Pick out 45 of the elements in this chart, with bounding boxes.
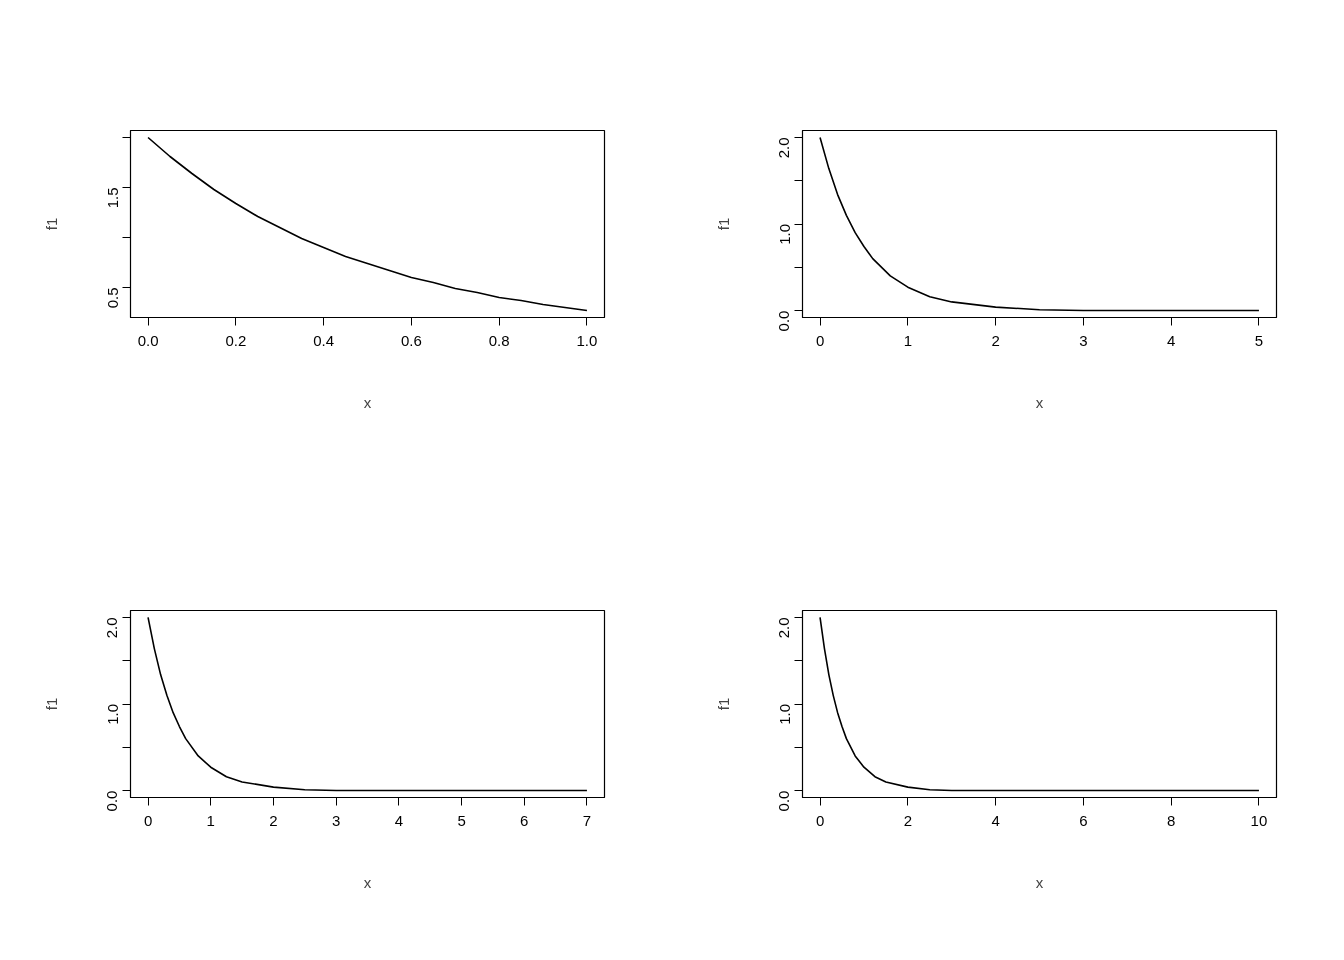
x-tick-label: 1.0	[576, 331, 598, 349]
x-tick-label: 0	[815, 331, 825, 349]
x-tick-label: 1	[206, 811, 215, 829]
x-tick-label: 4	[991, 811, 1000, 829]
x-axis-title: x	[1035, 393, 1044, 411]
x-tick-label: 7	[582, 811, 592, 829]
y-tick-label: 2.0	[775, 137, 793, 159]
x-tick-label: 6	[520, 811, 529, 829]
y-tick-label: 1.0	[775, 703, 793, 725]
x-axis-title: x	[363, 393, 372, 411]
x-tick-label: 4	[394, 811, 404, 829]
y-axis-title: f1	[42, 217, 60, 231]
x-tick-label: 0.6	[400, 331, 422, 349]
x-axis-title: x	[363, 873, 372, 891]
x-tick-label: 0.2	[225, 331, 247, 349]
x-tick-label: 0.8	[488, 331, 510, 349]
x-tick-label: 1	[903, 331, 913, 349]
x-tick-label: 0.0	[137, 331, 159, 349]
x-tick-label: 2	[269, 811, 278, 829]
y-tick-label: 0.0	[103, 790, 121, 812]
y-axis-title: f1	[714, 697, 732, 711]
y-tick-label: 1.0	[103, 703, 121, 725]
y-tick-label: 2.0	[103, 617, 121, 639]
y-tick-label: 0.0	[775, 310, 793, 332]
x-tick-label: 10	[1250, 811, 1268, 829]
x-tick-label: 3	[331, 811, 341, 829]
x-tick-label: 3	[1079, 331, 1088, 349]
x-tick-label: 5	[1254, 331, 1264, 349]
x-tick-label: 2	[903, 811, 913, 829]
x-tick-label: 0.4	[313, 331, 335, 349]
x-tick-label: 4	[1167, 331, 1176, 349]
y-axis-title: f1	[42, 697, 60, 711]
y-axis-title: f1	[714, 217, 732, 231]
x-tick-label: 8	[1167, 811, 1176, 829]
x-axis-title: x	[1035, 873, 1044, 891]
x-tick-label: 0	[143, 811, 153, 829]
y-tick-label: 1.0	[775, 223, 793, 245]
y-tick-label: 1.5	[103, 187, 121, 209]
x-tick-label: 2	[991, 331, 1000, 349]
x-tick-label: 5	[457, 811, 466, 829]
y-tick-label: 0.0	[775, 790, 793, 812]
x-tick-label: 0	[815, 811, 825, 829]
y-tick-label: 2.0	[775, 617, 793, 639]
x-tick-label: 6	[1079, 811, 1088, 829]
y-tick-label: 0.5	[103, 287, 121, 309]
